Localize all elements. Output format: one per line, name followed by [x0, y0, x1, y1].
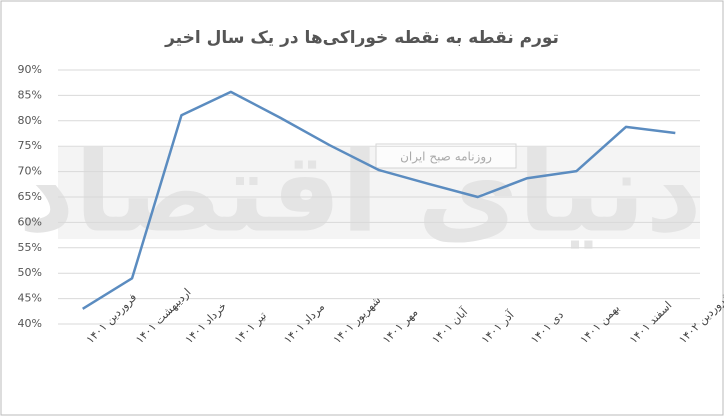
y-tick-label: 85% — [18, 88, 42, 101]
y-tick-label: 45% — [18, 292, 42, 305]
y-tick-label: 65% — [18, 190, 42, 203]
y-tick-label: 50% — [18, 266, 42, 279]
y-tick-label: 55% — [18, 241, 42, 254]
y-tick-label: 80% — [18, 114, 42, 127]
y-tick-label: 60% — [18, 215, 42, 228]
stamp: روزنامه صبح ایران — [400, 150, 492, 165]
stamp-box — [375, 143, 517, 169]
y-tick-label: 75% — [18, 139, 42, 152]
y-tick-label: 90% — [18, 63, 42, 76]
y-tick-label: 70% — [18, 165, 42, 178]
y-tick-label: 40% — [18, 317, 42, 330]
watermark: دنیای اقتصاد — [18, 128, 702, 256]
line — [82, 90, 676, 310]
chart-title: تورم نقطه به نقطه خوراکی‌ها در یک سال اخ… — [164, 28, 559, 48]
